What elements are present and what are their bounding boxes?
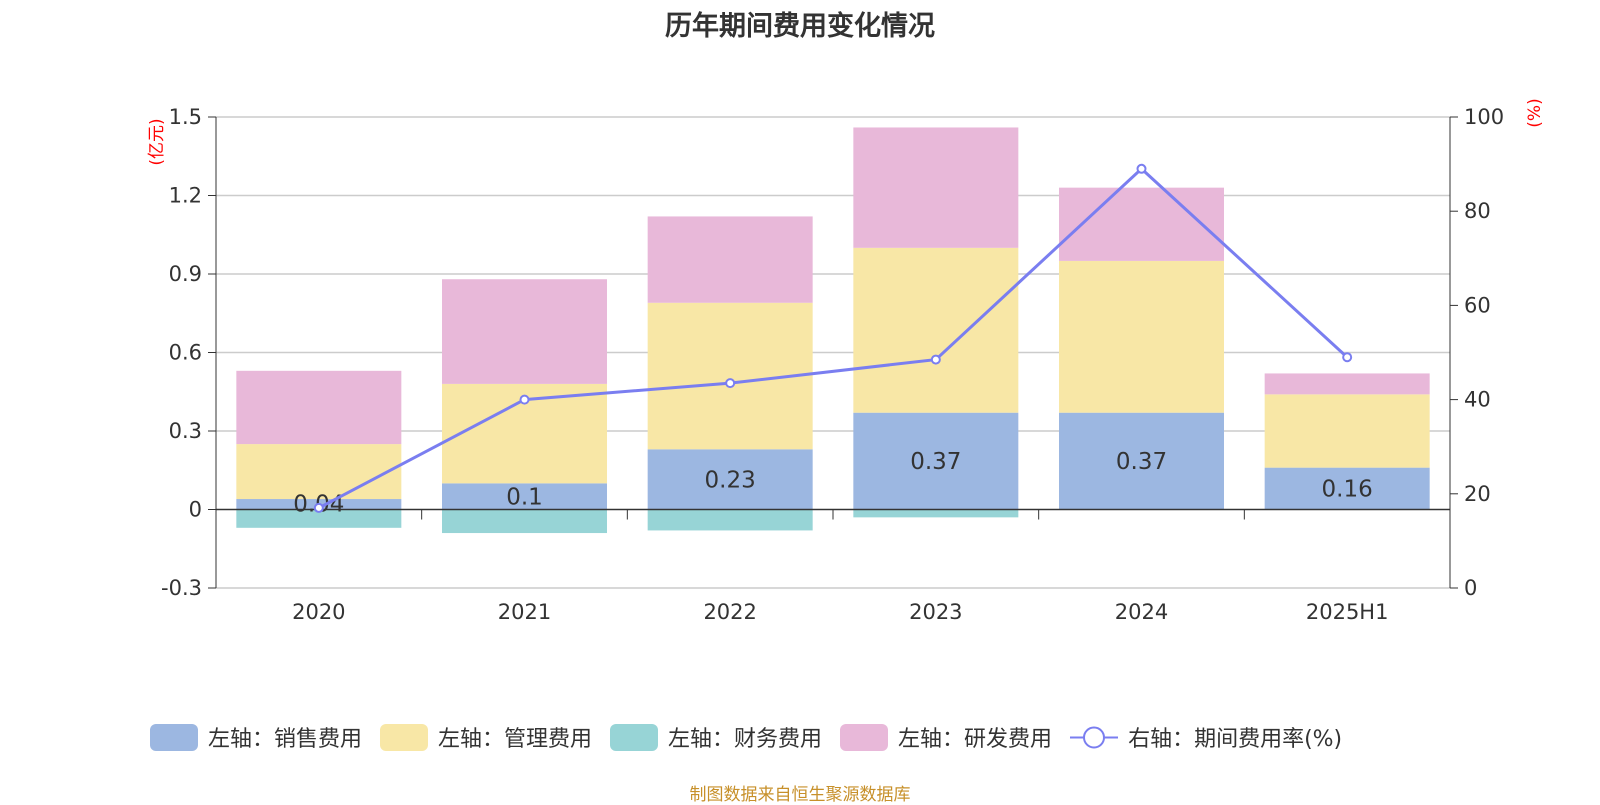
legend-swatch-admin [380, 723, 429, 751]
legend-item-admin[interactable]: 左轴：管理费用 [380, 721, 592, 753]
bar-segment [236, 509, 402, 528]
legend-label-expense-ratio: 右轴：期间费用率(%) [1128, 727, 1343, 752]
left-axis-unit: (亿元) [147, 118, 167, 165]
data-label: 0.23 [705, 467, 756, 493]
bar-segment [236, 370, 402, 445]
legend-item-finance[interactable]: 左轴：财务费用 [610, 721, 822, 753]
x-axis-tick-label: 2024 [1115, 600, 1168, 624]
bar-segment [442, 483, 607, 510]
x-axis-tick-label: 2021 [498, 600, 551, 624]
right-axis-tick-label: 60 [1464, 293, 1491, 317]
right-axis-tick-label: 0 [1464, 576, 1477, 600]
bar-segment [442, 279, 607, 384]
bar-segment [1264, 373, 1430, 395]
chart-title: 历年期间费用变化情况 [665, 11, 935, 42]
right-axis-unit: (%) [1525, 98, 1545, 127]
left-axis-tick-label: 0.3 [169, 419, 202, 443]
expense-ratio-point [930, 354, 941, 365]
legend: 左轴：销售费用 左轴：管理费用 左轴：财务费用 左轴：研发费用 右轴：期间费用率… [150, 719, 1342, 755]
legend-item-sales[interactable]: 左轴：销售费用 [150, 721, 362, 753]
bar-segment [1059, 260, 1224, 413]
bar-segment [1264, 394, 1430, 468]
bar-segment [853, 509, 1019, 518]
legend-item-expense-ratio[interactable]: 右轴：期间费用率(%) [1070, 721, 1342, 753]
bar-segment [647, 449, 813, 510]
bar-segment [853, 412, 1019, 510]
expense-ratio-point [1136, 163, 1147, 174]
expense-ratio-point [725, 378, 736, 389]
data-label: 0.1 [506, 484, 543, 510]
data-label: 0.16 [1322, 477, 1373, 503]
legend-swatch-finance [610, 723, 659, 751]
right-axis-tick-label: 20 [1464, 482, 1491, 506]
bar-segment [1059, 187, 1224, 261]
expense-ratio-point [313, 502, 324, 513]
left-axis-tick-label: 1.2 [169, 184, 202, 208]
right-axis-tick-label: 80 [1464, 199, 1491, 223]
legend-label-rd: 左轴：研发费用 [898, 727, 1053, 752]
left-axis-tick-label: 0.6 [169, 341, 202, 365]
left-axis-tick-label: 1.5 [169, 105, 202, 129]
x-axis-tick-label: 2020 [292, 600, 345, 624]
bar-segment [1059, 412, 1224, 510]
source-note: 制图数据来自恒生聚源数据库 [689, 785, 911, 805]
legend-label-finance: 左轴：财务费用 [668, 727, 823, 752]
right-axis-tick-label: 40 [1464, 388, 1491, 412]
bar-segment [647, 216, 813, 303]
left-axis-tick-label: -0.3 [161, 576, 202, 600]
right-axis-tick-label: 100 [1464, 105, 1504, 129]
data-label: 0.37 [910, 449, 961, 475]
bar-segment [236, 444, 402, 500]
x-axis-tick-label: 2025H1 [1306, 600, 1389, 624]
legend-item-rd[interactable]: 左轴：研发费用 [840, 721, 1052, 753]
legend-label-sales: 左轴：销售费用 [208, 727, 363, 752]
legend-swatch-rd [840, 723, 889, 751]
x-axis-tick-label: 2022 [703, 600, 756, 624]
x-axis-tick-label: 2023 [909, 600, 962, 624]
legend-swatch-sales [150, 723, 198, 751]
bar-segment [853, 247, 1019, 413]
expense-ratio-line [318, 166, 1349, 510]
bar-segment [853, 127, 1019, 248]
bar-segment [647, 509, 813, 531]
expense-ratio-point [519, 394, 530, 405]
legend-label-admin: 左轴：管理费用 [438, 727, 593, 752]
expense-ratio-point [1342, 352, 1353, 363]
data-label: 0.37 [1116, 449, 1167, 475]
left-axis-tick-label: 0 [189, 498, 202, 522]
bar-segment [1264, 467, 1430, 510]
left-axis-tick-label: 0.9 [169, 262, 202, 286]
legend-swatch-expense-ratio [1070, 726, 1119, 748]
bar-segment [442, 509, 607, 534]
